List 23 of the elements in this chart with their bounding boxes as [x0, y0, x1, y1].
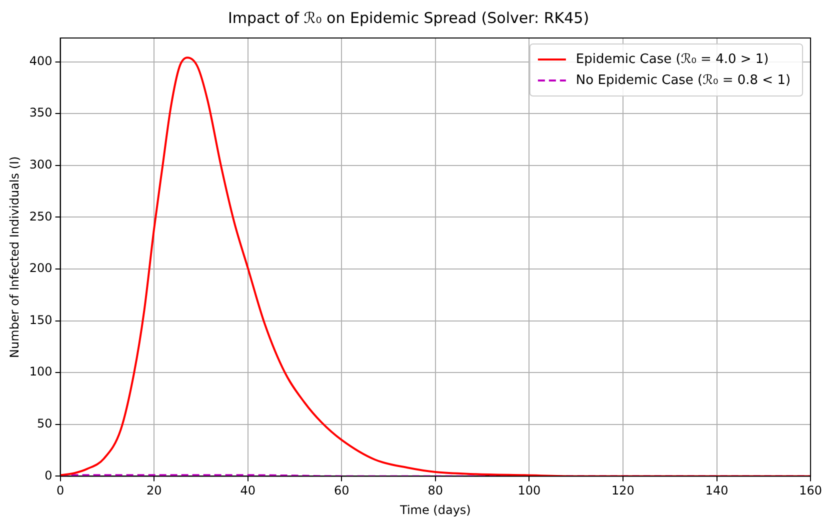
y-tick-label: 350 [29, 106, 52, 120]
y-axis-title: Number of Infected Individuals (I) [7, 156, 22, 358]
x-tick-label: 40 [240, 484, 256, 498]
y-tick-label: 300 [29, 158, 52, 172]
x-tick-label: 0 [56, 484, 64, 498]
chart-title: Impact of ℛ₀ on Epidemic Spread (Solver: RK45) [228, 8, 590, 27]
y-tick-label: 400 [29, 54, 52, 68]
x-tick-label: 160 [799, 484, 822, 498]
x-tick-label: 100 [518, 484, 541, 498]
x-axis-title: Time (days) [398, 502, 471, 517]
x-tick-label: 140 [705, 484, 728, 498]
y-tick-label: 100 [29, 364, 52, 379]
y-tick-label: 50 [37, 416, 52, 431]
x-tick-label: 120 [612, 484, 634, 498]
x-tick-label: 20 [146, 484, 162, 498]
x-tick-label: 60 [334, 484, 350, 498]
y-tick-label: 200 [29, 261, 52, 276]
legend-label: Epidemic Case (ℛ₀ = 4.0 > 1) [576, 52, 769, 67]
y-tick-label: 150 [29, 312, 52, 327]
x-tick-label: 80 [428, 484, 444, 498]
legend-label: No Epidemic Case (ℛ₀ = 0.8 < 1) [576, 72, 791, 88]
y-tick-label: 250 [29, 209, 52, 224]
y-tick-label: 0 [44, 468, 52, 482]
